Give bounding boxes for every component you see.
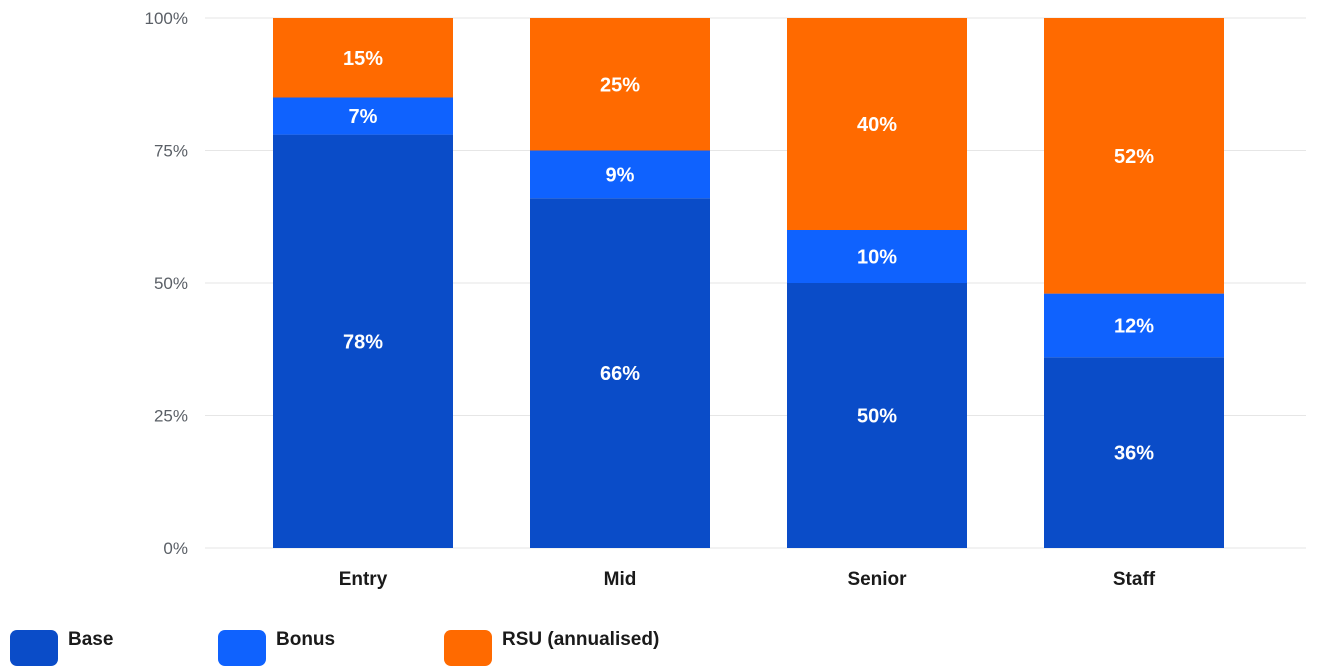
bar-stack-senior: 50% 10% 40% xyxy=(787,18,967,548)
data-label: 15% xyxy=(343,48,383,70)
bar-segment-rsu-annualised xyxy=(787,18,967,230)
legend-label: RSU (annualised) xyxy=(502,629,660,650)
bar-segment-base xyxy=(787,283,967,548)
y-tick-label: 75% xyxy=(154,142,188,161)
bar-segment-base xyxy=(273,134,453,548)
bar-segment-base xyxy=(1044,357,1224,548)
bar-segment-bonus xyxy=(787,230,967,283)
bar-segment-base xyxy=(530,198,710,548)
bar-segment-rsu-annualised xyxy=(273,18,453,98)
data-label: 12% xyxy=(1114,315,1154,337)
data-label: 66% xyxy=(600,363,640,385)
x-category-label: Mid xyxy=(604,569,637,590)
bar-segment-bonus xyxy=(273,97,453,135)
x-axis-labels: Entry Mid Senior Staff xyxy=(339,569,1156,590)
y-tick-label: 50% xyxy=(154,274,188,293)
bars: 78% 7% 15% 66% 9% 25% 50% 10% 40% 36% 12% 52% xyxy=(273,18,1224,548)
data-label: 9% xyxy=(606,164,635,186)
data-label: 25% xyxy=(600,74,640,96)
bar-stack-entry: 78% 7% 15% xyxy=(273,18,453,548)
legend-swatch xyxy=(218,630,266,666)
x-category-label: Senior xyxy=(847,569,907,590)
bar-segment-bonus xyxy=(1044,293,1224,358)
data-label: 50% xyxy=(857,406,897,428)
x-category-label: Entry xyxy=(339,569,388,590)
legend-swatch xyxy=(10,630,58,666)
data-label: 36% xyxy=(1114,443,1154,465)
y-axis-ticks: 0% 25% 50% 75% 100% xyxy=(145,9,188,558)
legend-swatch xyxy=(444,630,492,666)
y-tick-label: 0% xyxy=(163,539,188,558)
y-tick-label: 25% xyxy=(154,407,188,426)
bar-segment-rsu-annualised xyxy=(1044,18,1224,294)
x-category-label: Staff xyxy=(1113,569,1156,590)
data-label: 10% xyxy=(857,247,897,269)
y-tick-label: 100% xyxy=(145,9,188,28)
stacked-bar-chart: 0% 25% 50% 75% 100% 78% 7% 15% 66% 9% 25% 50% 10% 40… xyxy=(145,9,1306,590)
bar-stack-mid: 66% 9% 25% xyxy=(530,18,710,548)
bar-stack-staff: 36% 12% 52% xyxy=(1044,18,1224,548)
data-label: 40% xyxy=(857,114,897,136)
data-label: 52% xyxy=(1114,146,1154,168)
bar-segment-rsu-annualised xyxy=(530,18,710,151)
data-label: 7% xyxy=(349,106,378,128)
legend-label: Base xyxy=(68,629,114,650)
data-label: 78% xyxy=(343,331,383,353)
legend: Base Bonus RSU (annualised) xyxy=(10,628,910,666)
bar-segment-bonus xyxy=(530,150,710,199)
legend-label: Bonus xyxy=(276,629,336,650)
